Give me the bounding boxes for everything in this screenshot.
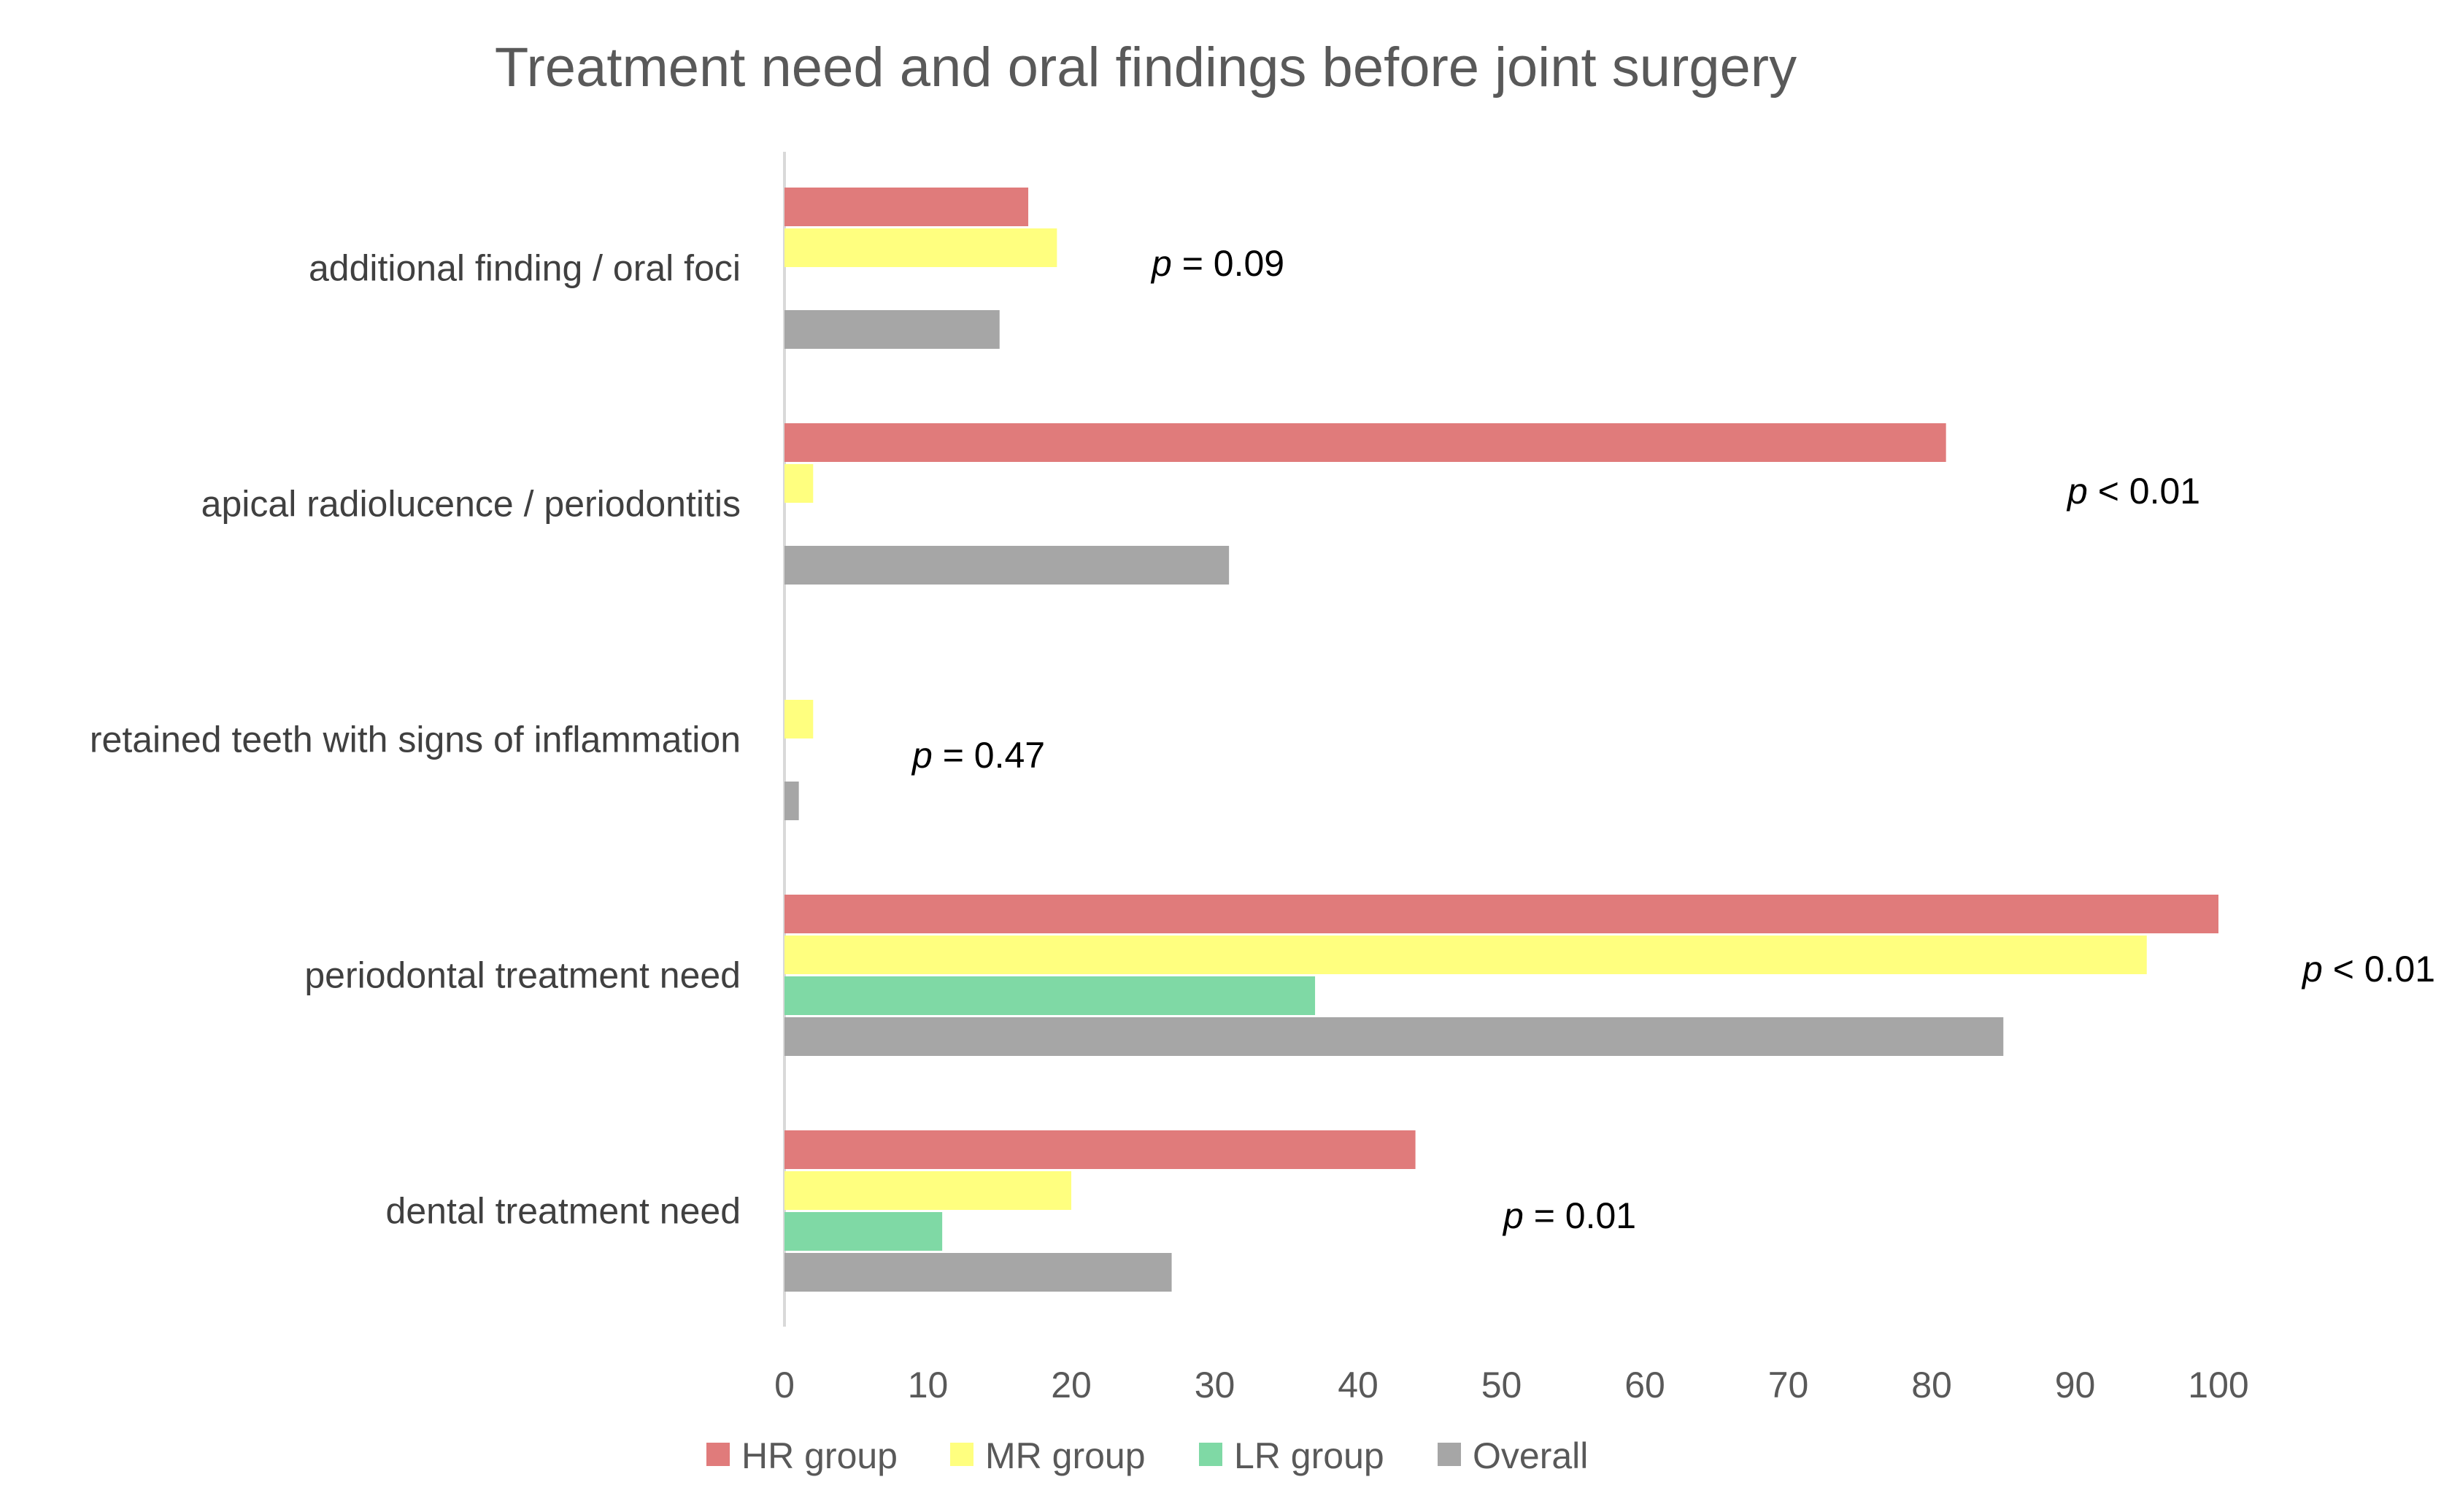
legend-label-overall: Overall xyxy=(1473,1435,1588,1476)
bar-overall-apical-radiolucence-periodontitis xyxy=(784,546,1230,585)
x-tick-label-100: 100 xyxy=(2188,1365,2248,1405)
category-label-additional-finding-oral-foci: additional finding / oral foci xyxy=(309,248,741,289)
bar-hr-group-periodontal-treatment-need xyxy=(784,895,2218,933)
bar-lr-group-dental-treatment-need xyxy=(784,1212,943,1251)
p-value-annotation-periodontal-treatment-need: p < 0.01 xyxy=(2301,949,2435,990)
x-tick-label-40: 40 xyxy=(1338,1365,1379,1405)
bar-mr-group-periodontal-treatment-need xyxy=(784,936,2147,974)
legend-label-mr-group: MR group xyxy=(985,1435,1146,1476)
p-value-annotation-dental-treatment-need: p = 0.01 xyxy=(1502,1195,1636,1236)
chart-title: Treatment need and oral findings before … xyxy=(495,36,1797,99)
bar-mr-group-apical-radiolucence-periodontitis xyxy=(784,464,814,503)
legend: HR group MR group LR group Overall xyxy=(706,1435,1588,1476)
category-label-dental-treatment-need: dental treatment need xyxy=(386,1191,741,1232)
x-tick-label-10: 10 xyxy=(908,1365,949,1405)
x-tick-label-20: 20 xyxy=(1051,1365,1092,1405)
category-label-apical-radiolucence-periodontitis: apical radiolucence / periodontitis xyxy=(201,484,741,525)
bars-layer xyxy=(784,188,2218,1292)
bar-overall-dental-treatment-need xyxy=(784,1253,1172,1292)
bar-hr-group-apical-radiolucence-periodontitis xyxy=(784,423,1946,462)
legend-swatch-lr-group xyxy=(1199,1443,1222,1466)
p-value-annotation-retained-teeth-with-signs-of-inflammation: p = 0.47 xyxy=(911,735,1045,776)
bar-overall-periodontal-treatment-need xyxy=(784,1017,2004,1056)
bar-overall-retained-teeth-with-signs-of-inflammation xyxy=(784,782,799,820)
x-tick-label-0: 0 xyxy=(774,1365,795,1405)
x-tick-label-50: 50 xyxy=(1481,1365,1522,1405)
bar-hr-group-dental-treatment-need xyxy=(784,1130,1416,1169)
bar-lr-group-periodontal-treatment-need xyxy=(784,976,1316,1015)
x-tick-label-70: 70 xyxy=(1768,1365,1809,1405)
bar-mr-group-dental-treatment-need xyxy=(784,1171,1071,1210)
legend-swatch-hr-group xyxy=(706,1443,730,1466)
p-value-annotation-additional-finding-oral-foci: p = 0.09 xyxy=(1150,243,1284,284)
category-label-periodontal-treatment-need: periodontal treatment need xyxy=(304,955,741,996)
p-value-annotation-apical-radiolucence-periodontitis: p < 0.01 xyxy=(2066,471,2200,512)
legend-label-hr-group: HR group xyxy=(741,1435,898,1476)
bar-mr-group-retained-teeth-with-signs-of-inflammation xyxy=(784,700,814,738)
bar-mr-group-additional-finding-oral-foci xyxy=(784,228,1057,267)
category-label-retained-teeth-with-signs-of-inflammation: retained teeth with signs of inflammatio… xyxy=(90,720,741,760)
bar-hr-group-additional-finding-oral-foci xyxy=(784,188,1029,226)
x-tick-label-60: 60 xyxy=(1624,1365,1665,1405)
x-axis-ticks: 0 10 20 30 40 50 60 70 80 90 100 xyxy=(774,1365,2249,1405)
bar-overall-additional-finding-oral-foci xyxy=(784,310,1000,349)
p-value-annotations: p = 0.09 p < 0.01 p = 0.47 p < 0.01 p = 0.01 xyxy=(911,243,2435,1236)
x-tick-label-30: 30 xyxy=(1195,1365,1235,1405)
category-labels: additional finding / oral foci apical rad… xyxy=(90,248,741,1232)
legend-swatch-mr-group xyxy=(950,1443,973,1466)
x-tick-label-90: 90 xyxy=(2055,1365,2096,1405)
legend-swatch-overall xyxy=(1438,1443,1461,1466)
legend-label-lr-group: LR group xyxy=(1234,1435,1384,1476)
x-tick-label-80: 80 xyxy=(1911,1365,1952,1405)
